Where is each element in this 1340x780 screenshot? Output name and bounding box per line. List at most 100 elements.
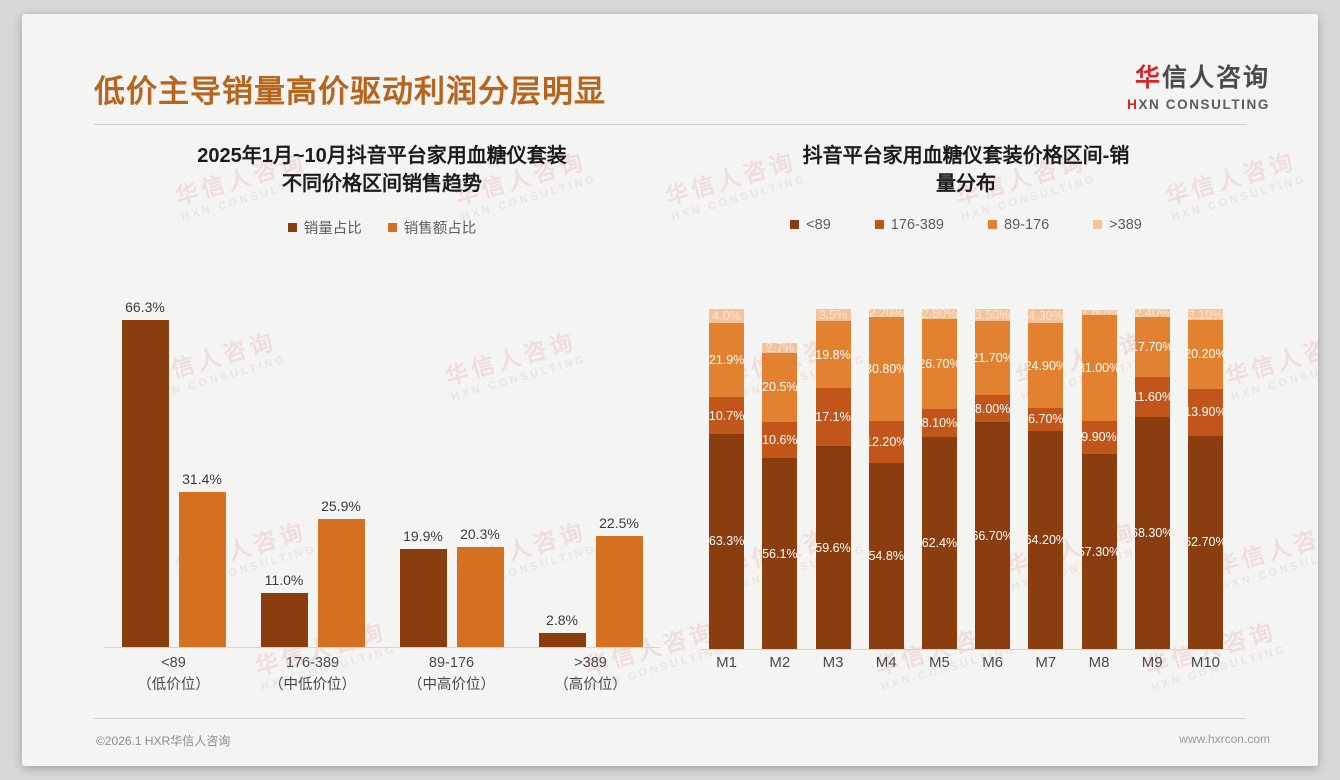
stack-segment[interactable]: 3.50% [975,309,1011,322]
stack-segment[interactable]: 31.00% [1081,315,1117,421]
stack-segment[interactable]: 13.90% [1187,388,1223,436]
stacked-bar[interactable]: 4.30% 24.90% 6.70% 64.20% [1028,262,1064,649]
stack-segment[interactable]: 2.40% [1134,309,1170,318]
legend-swatch-icon [988,220,997,230]
bar[interactable] [399,548,447,647]
stack-segment[interactable]: 54.8% [868,462,904,649]
segment-value-label: 17.70% [1135,340,1170,355]
stack-segment[interactable]: 62.4% [921,436,957,649]
stack-segment[interactable]: 20.5% [762,352,798,423]
stack-segment[interactable]: 57.30% [1081,454,1117,649]
stack-segment[interactable]: 10.7% [709,397,745,434]
x-axis-label-tier: （中高价位） [408,677,495,694]
stack-segment[interactable]: 30.80% [868,316,904,422]
legend-item-1[interactable]: 176-389 [874,217,944,233]
stack-segment[interactable]: 64.20% [1028,430,1064,649]
segment-value-label: 6.70% [1028,412,1064,427]
bar-value-label: 66.3% [125,299,165,316]
stack-segment[interactable]: 59.6% [815,446,851,649]
stack-column: 2.20% 30.80% 12.20% 54.8% [860,262,913,649]
segment-value-label: 21.9% [709,353,745,368]
stack-segment[interactable]: 21.70% [975,321,1011,396]
stack-segment[interactable]: 19.8% [815,320,851,389]
stack-segment[interactable]: 9.90% [1081,420,1117,455]
stack-segment[interactable]: 21.9% [709,322,745,398]
segment-value-label: 10.7% [709,408,745,423]
segment-value-label: 24.90% [1028,358,1063,373]
x-axis-label: M1 [716,654,738,671]
bar-value-label: 25.9% [321,498,361,515]
legend-label: >389 [1109,216,1142,233]
bar[interactable] [317,519,365,647]
stack-segment[interactable]: 56.1% [762,458,798,649]
stack-segment[interactable]: 17.1% [815,388,851,447]
stack-segment[interactable]: 63.3% [709,433,745,649]
logo-english: HXN CONSULTING [1127,98,1270,112]
stack-segment[interactable]: 24.90% [1028,323,1064,408]
right-chart-title-line2: 量分布 [936,173,996,196]
stack-segment[interactable]: 1.60% [1081,309,1117,316]
segment-value-label: 56.1% [762,546,798,561]
stack-segment[interactable]: 68.30% [1134,416,1170,649]
stack-segment[interactable]: 12.20% [868,421,904,463]
stacked-bar[interactable]: 3.50% 21.70% 8.00% 66.70% [975,262,1011,649]
stack-segment[interactable]: 4.0% [709,309,745,323]
x-axis-label: M8 [1088,654,1110,671]
bar-group: 2.8% 22.5% [521,278,660,647]
bar[interactable] [538,633,586,647]
stack-column: 2.80% 26.70% 8.10% 62.4% [913,262,966,649]
stacked-bar[interactable]: 2.80% 26.70% 8.10% 62.4% [921,262,957,649]
right-chart-x-labels: M1 M2 M3 M4 M5 M6 M7 M8 M9 M10 [700,654,1232,671]
page-title: 低价主导销量高价驱动利润分层明显 [94,74,606,109]
segment-value-label: 2.7% [765,343,795,353]
stack-segment[interactable]: 11.60% [1134,377,1170,417]
x-axis-label: 176-389 （中低价位） [243,652,382,697]
bar[interactable] [260,592,308,647]
stack-segment[interactable]: 8.00% [975,395,1011,423]
stack-segment[interactable]: 4.30% [1028,308,1064,324]
segment-value-label: 17.1% [815,410,851,425]
stacked-bar[interactable]: 3.10% 20.20% 13.90% 62.70% [1187,262,1223,649]
stack-segment[interactable]: 17.70% [1134,317,1170,378]
stack-column: 2.40% 17.70% 11.60% 68.30% [1126,262,1179,649]
stack-segment[interactable]: 2.20% [868,309,904,317]
stack-segment[interactable]: 20.20% [1187,319,1223,389]
footer-divider [94,718,1246,719]
legend-item-1[interactable]: 销售额占比 [387,217,476,238]
bar[interactable] [121,320,169,647]
legend-item-3[interactable]: >389 [1093,217,1142,233]
left-chart-bars: 66.3% 31.4% 11.0% 25.9% 19.9% 20.3% 2.8% 22.5% [104,278,660,647]
stacked-bar[interactable]: 3.5% 19.8% 17.1% 59.6% [815,262,851,649]
segment-value-label: 21.70% [975,351,1010,366]
legend-item-0[interactable]: <89 [790,217,831,233]
stacked-bar[interactable]: 2.20% 30.80% 12.20% 54.8% [868,262,904,649]
legend-swatch-icon [790,220,800,230]
segment-value-label: 3.50% [975,309,1011,322]
stack-segment[interactable]: 26.70% [921,318,957,410]
stack-segment[interactable]: 2.80% [921,309,957,319]
bar[interactable] [595,536,643,647]
left-chart-title-line2: 不同价格区间销售趋势 [282,173,482,196]
logo-chinese-red: 华 [1134,64,1162,92]
stack-segment[interactable]: 8.10% [921,409,957,437]
bar-value-label: 2.8% [546,612,578,629]
stack-segment[interactable]: 66.70% [975,422,1011,649]
stack-segment[interactable]: 6.70% [1028,407,1064,431]
stack-segment[interactable]: 2.7% [762,343,798,353]
segment-value-label: 57.30% [1082,544,1117,559]
stack-segment[interactable]: 3.10% [1187,309,1223,320]
x-axis-label: M6 [982,654,1004,671]
stack-segment[interactable]: 3.5% [815,309,851,321]
stack-segment[interactable]: 62.70% [1187,435,1223,649]
stacked-bar[interactable]: 2.40% 17.70% 11.60% 68.30% [1134,262,1170,649]
legend-item-0[interactable]: 销量占比 [287,217,362,238]
stacked-bar[interactable]: 2.7% 20.5% 10.6% 56.1% [762,262,798,649]
stacked-bar[interactable]: 4.0% 21.9% 10.7% 63.3% [709,262,745,649]
stack-segment[interactable]: 10.6% [762,422,798,459]
bar[interactable] [178,492,226,647]
stacked-bar[interactable]: 1.60% 31.00% 9.90% 57.30% [1081,262,1117,649]
x-axis-label-range: 176-389 [285,655,340,671]
bar[interactable] [456,546,504,647]
segment-value-label: 11.60% [1135,390,1170,405]
legend-item-2[interactable]: 89-176 [988,217,1049,233]
